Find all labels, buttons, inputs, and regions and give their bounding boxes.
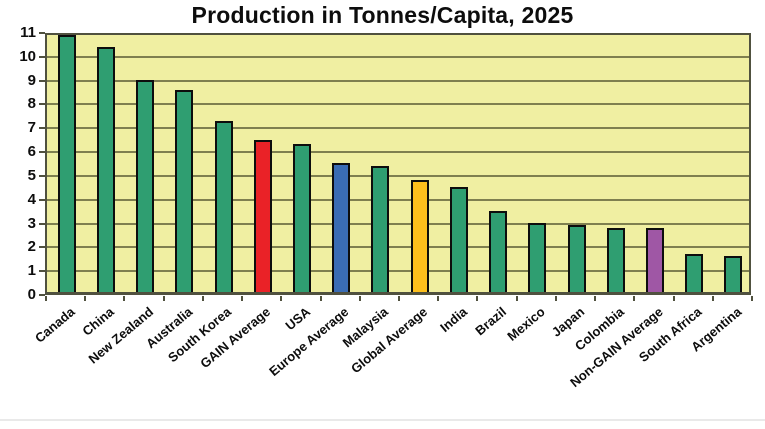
x-tick: [320, 296, 322, 301]
grid-line: [47, 79, 749, 82]
bar-argentina: [724, 256, 742, 292]
x-tick: [594, 296, 596, 301]
x-tick: [712, 296, 714, 301]
y-tick: [39, 198, 45, 201]
y-tick-label: 4: [27, 190, 36, 208]
y-tick: [39, 246, 45, 249]
y-tick-label: 5: [27, 166, 36, 184]
x-tick: [555, 296, 557, 301]
y-tick-label: 9: [27, 71, 36, 89]
x-tick: [751, 296, 753, 301]
y-tick-label: 7: [27, 119, 36, 137]
bar-south-africa: [685, 254, 703, 292]
y-tick: [39, 270, 45, 273]
bar-brazil: [489, 211, 507, 292]
y-tick: [39, 32, 45, 34]
x-tick-label: Canada: [31, 304, 78, 346]
bottom-divider-line: [0, 419, 765, 421]
x-tick: [241, 296, 243, 301]
y-tick-label: 0: [27, 286, 36, 303]
chart-title: Production in Tonnes/Capita, 2025: [191, 2, 574, 28]
x-tick: [476, 296, 478, 301]
bar-non-gain-average: [646, 228, 664, 292]
y-tick: [39, 103, 45, 106]
x-tick: [633, 296, 635, 301]
plot-area: [45, 33, 751, 295]
grid-line: [47, 103, 749, 106]
y-tick: [39, 151, 45, 154]
x-tick-label: India: [436, 304, 470, 335]
x-tick: [398, 296, 400, 301]
grid-line: [47, 151, 749, 154]
y-tick: [39, 222, 45, 225]
x-tick: [123, 296, 125, 301]
y-tick: [39, 55, 45, 58]
y-tick-label: 1: [27, 262, 36, 280]
bar-china: [97, 47, 115, 292]
y-tick: [39, 174, 45, 177]
bar-south-korea: [215, 121, 233, 292]
y-tick-label: 10: [19, 47, 36, 65]
grid-line: [47, 55, 749, 58]
grid-line: [47, 127, 749, 130]
x-tick-label: GAIN Average: [197, 304, 274, 372]
bar-europe-average: [332, 163, 350, 292]
bar-malaysia: [371, 166, 389, 292]
x-tick: [84, 296, 86, 301]
y-tick: [39, 127, 45, 130]
bar-canada: [58, 35, 76, 292]
grid-line: [47, 270, 749, 273]
y-tick-label: 2: [27, 238, 36, 256]
bar-global-average: [411, 180, 429, 292]
bar-mexico: [528, 223, 546, 292]
grid-line: [47, 198, 749, 201]
x-tick: [359, 296, 361, 301]
grid-line: [47, 222, 749, 225]
bar-colombia: [607, 228, 625, 292]
y-tick-label: 6: [27, 143, 36, 161]
x-tick-label: USA: [281, 304, 313, 334]
bar-australia: [175, 90, 193, 292]
grid-line: [47, 174, 749, 177]
bar-india: [450, 187, 468, 292]
y-tick-label: 11: [20, 24, 36, 41]
bar-japan: [568, 225, 586, 292]
x-tick: [516, 296, 518, 301]
y-tick: [39, 79, 45, 82]
x-tick: [45, 296, 47, 301]
x-tick-label: Mexico: [504, 304, 548, 344]
x-tick: [163, 296, 165, 301]
x-tick-label: Brazil: [471, 304, 509, 339]
x-tick: [280, 296, 282, 301]
x-tick: [437, 296, 439, 301]
x-tick: [202, 296, 204, 301]
bar-new-zealand: [136, 80, 154, 292]
y-tick-label: 8: [27, 95, 36, 113]
bar-usa: [293, 144, 311, 292]
grid-line: [47, 246, 749, 249]
y-tick: [39, 294, 45, 296]
x-tick: [673, 296, 675, 301]
y-tick-label: 3: [27, 214, 36, 232]
bar-gain-average: [254, 140, 272, 292]
